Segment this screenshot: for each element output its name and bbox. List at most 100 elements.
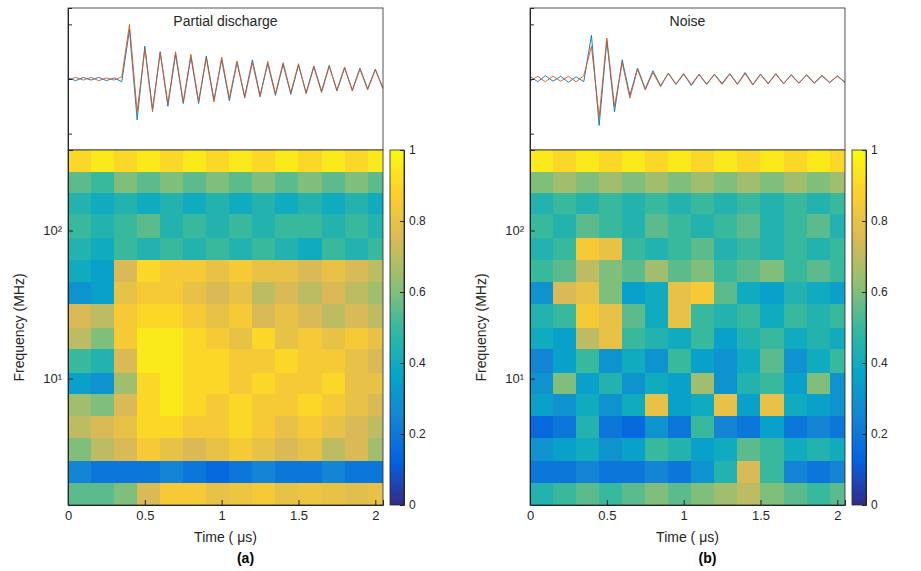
- heatmap-cell: [206, 482, 230, 505]
- tick-mark: [400, 363, 404, 364]
- heatmap-cell: [183, 482, 207, 505]
- heatmap-cell: [691, 482, 715, 505]
- heatmap-cell: [784, 328, 808, 349]
- heatmap-cell: [368, 416, 383, 438]
- tick-mark: [530, 24, 534, 25]
- heatmap-cell: [345, 193, 369, 215]
- heatmap-cell: [322, 150, 346, 172]
- heatmap-cell: [807, 214, 831, 238]
- heatmap-cell: [298, 304, 322, 329]
- heatmap-cell: [553, 460, 577, 482]
- heatmap-cell: [137, 460, 161, 482]
- tick: 1.5: [752, 500, 770, 523]
- heatmap-cell: [668, 482, 692, 505]
- heatmap-cell: [830, 328, 845, 349]
- heatmap-cell: [691, 214, 715, 238]
- heatmap-cell: [91, 150, 115, 172]
- heatmap-cell: [275, 460, 299, 482]
- tick-mark: [68, 134, 72, 135]
- tick-mark: [68, 379, 73, 380]
- heatmap-cell: [275, 482, 299, 505]
- heatmap-cell: [137, 304, 161, 329]
- heatmap-cell: [368, 328, 383, 349]
- heatmap-cell: [760, 416, 784, 438]
- heatmap-cell: [714, 328, 738, 349]
- heatmap-cell: [137, 438, 161, 462]
- axis-line: [69, 151, 74, 506]
- heatmap-cell: [91, 172, 115, 194]
- heatmap-cell: [275, 259, 299, 282]
- heatmap-cell: [114, 348, 138, 373]
- heatmap-cell: [737, 328, 761, 349]
- heatmap-cell: [553, 282, 577, 305]
- heatmap-cell: [784, 172, 808, 194]
- heatmap-cell: [298, 259, 322, 282]
- heatmap-cell: [737, 372, 761, 393]
- heatmap-cell: [252, 172, 276, 194]
- heatmap-cell: [368, 348, 383, 373]
- heatmap-cell: [784, 259, 808, 282]
- heatmap-cell: [784, 304, 808, 329]
- heatmap-cell: [737, 416, 761, 438]
- tick-label: 2: [834, 508, 841, 523]
- tick-mark: [400, 150, 404, 151]
- heatmap-cell: [714, 348, 738, 373]
- heatmap-cell: [553, 438, 577, 462]
- heatmap-cell: [298, 393, 322, 417]
- tick: 0.2: [400, 427, 426, 441]
- heatmap-cell: [229, 372, 253, 393]
- heatmap-cell: [68, 372, 92, 393]
- heatmap-cell: [553, 259, 577, 282]
- heatmap-cell: [91, 438, 115, 462]
- heatmap-cell: [668, 328, 692, 349]
- heatmap-cell: [622, 172, 646, 194]
- heatmap-cell: [298, 328, 322, 349]
- heatmap-cell: [275, 328, 299, 349]
- heatmap-cell: [737, 237, 761, 260]
- heatmap-cell: [137, 259, 161, 282]
- heatmap-cell: [807, 460, 831, 482]
- heatmap-cell: [183, 372, 207, 393]
- heatmap-cell: [229, 438, 253, 462]
- heatmap-cell: [599, 393, 623, 417]
- heatmap-cell: [322, 328, 346, 349]
- tick-label: 0.2: [409, 427, 426, 441]
- tick-label: 1.5: [290, 508, 308, 523]
- heatmap-cell: [345, 348, 369, 373]
- heatmap-cell: [622, 328, 646, 349]
- heatmap-cell: [576, 193, 600, 215]
- tick-label: 10²: [43, 223, 62, 238]
- heatmap-cell: [553, 372, 577, 393]
- heatmap-cell: [576, 328, 600, 349]
- heatmap-cell: [160, 372, 184, 393]
- heatmap-cell: [530, 393, 554, 417]
- tick: [530, 134, 534, 135]
- heatmap-cell: [737, 282, 761, 305]
- heatmap-cell: [91, 482, 115, 505]
- heatmap-cell: [714, 193, 738, 215]
- heatmap-cell: [183, 214, 207, 238]
- heatmap-cell: [530, 328, 554, 349]
- waveform-line: [68, 30, 383, 120]
- tick-mark: [862, 434, 866, 435]
- heatmap-cell: [368, 259, 383, 282]
- heatmap-cell: [668, 214, 692, 238]
- heatmap-cell: [784, 482, 808, 505]
- heatmap-cell: [576, 372, 600, 393]
- heatmap-cell: [737, 150, 761, 172]
- heatmap-cell: [137, 150, 161, 172]
- heatmap-cell: [645, 460, 669, 482]
- heatmap-cells: [530, 150, 845, 505]
- heatmap-cell: [252, 214, 276, 238]
- heatmap-cell: [68, 482, 92, 505]
- heatmap-cell: [160, 393, 184, 417]
- axis: 00.20.40.60.81: [862, 143, 888, 512]
- heatmap-cell: [691, 193, 715, 215]
- axis-line: [69, 9, 73, 151]
- heatmap-cell: [830, 304, 845, 329]
- heatmap-cell: [114, 150, 138, 172]
- heatmap-cell: [530, 438, 554, 462]
- heatmap-cell: [229, 172, 253, 194]
- heatmap-cell: [345, 372, 369, 393]
- heatmap-cell: [345, 237, 369, 260]
